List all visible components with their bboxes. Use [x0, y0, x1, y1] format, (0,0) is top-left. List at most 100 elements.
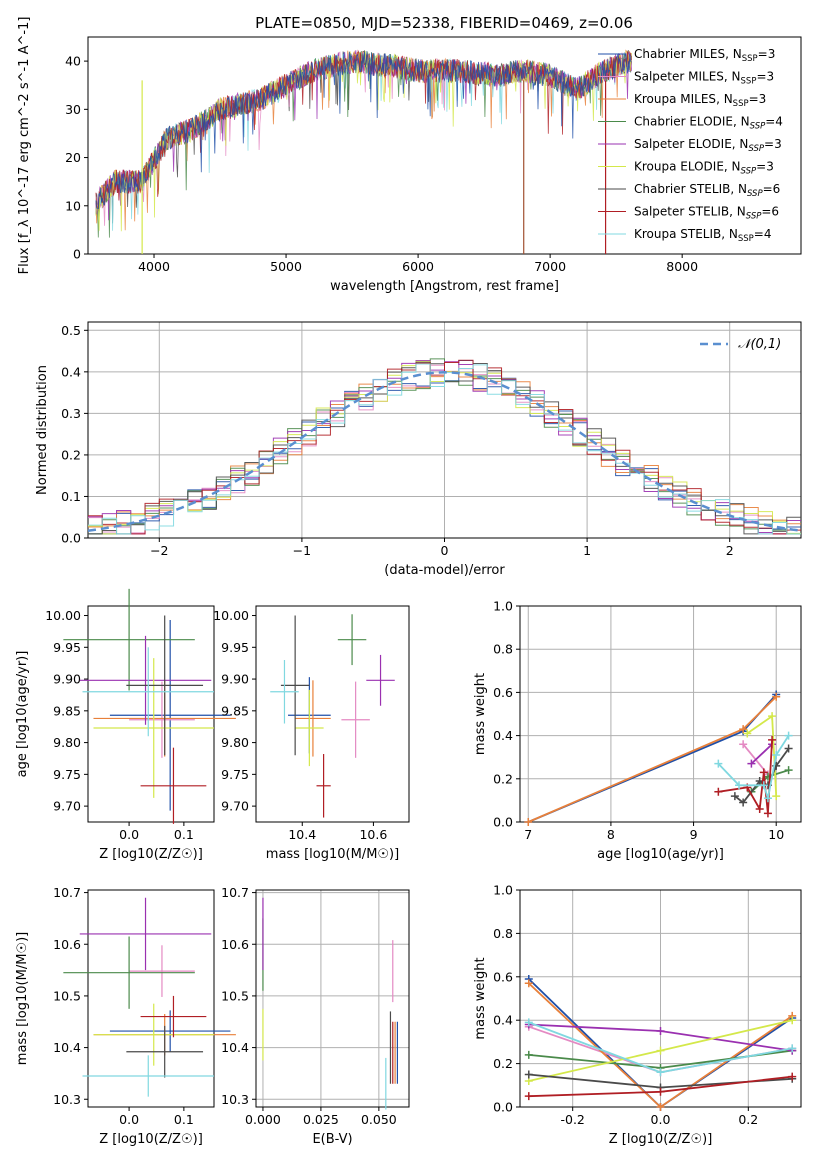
legend-nssp-prefix: , N: [725, 47, 742, 61]
legend-subscript: SSP: [750, 122, 766, 132]
series-8: [714, 731, 793, 803]
y-tick-label: 10.7: [221, 885, 249, 900]
data-point: [714, 759, 723, 768]
y-tick-label: 10.7: [53, 885, 81, 900]
x-tick-label: 8: [607, 827, 615, 842]
y-tick-label: 0.2: [493, 1056, 513, 1071]
legend-entry: Kroupa MILES, NSSP=3: [634, 92, 766, 109]
panel-residuals: −2 −1 0 1 2 0.0 0.1 0.2 0.3 0.4 0.5 (data-model)/er…: [35, 321, 802, 578]
y-tick-label: 10.5: [221, 988, 249, 1003]
data-point: [524, 1070, 533, 1079]
panel-age-vs-mass: 10.4 10.6 9.70 9.75 9.80 9.85 9.90 9.95 10.00 mas…: [213, 605, 410, 862]
errorbar-point: [126, 615, 204, 756]
series-line: [750, 743, 773, 765]
errorbar-point: [270, 660, 299, 724]
y-axis-label: mass [log10(M/M☉)]: [15, 932, 30, 1065]
series-line: [717, 735, 790, 799]
y-tick-label: 20: [65, 150, 81, 165]
data-point: [763, 809, 772, 818]
x-axis-label: age [log10(age/yr)]: [597, 847, 724, 862]
x-tick-label: 5000: [270, 259, 302, 274]
panel-age-vs-Z: 0.0 0.1 9.70 9.75 9.80 9.85 9.90 9.95 10.00 Z [lo…: [15, 588, 236, 862]
legend-entry: Kroupa ELODIE, NSSP=3: [634, 160, 774, 177]
x-tick-label: 6000: [402, 259, 434, 274]
x-tick-label: 10.4: [288, 827, 316, 842]
errorbar-point: [337, 614, 367, 666]
x-axis-label: Z [log10(Z/Z☉)]: [609, 1132, 713, 1147]
data-point: [763, 794, 772, 803]
x-tick-label: 10: [768, 827, 784, 842]
errorbar-point: [316, 754, 331, 818]
data-point: [759, 768, 768, 777]
data-point: [768, 735, 777, 744]
legend-nssp-prefix: , N: [733, 115, 750, 129]
legend-nssp: =3: [749, 92, 767, 106]
data-point: [524, 1050, 533, 1059]
y-axis-label: Normed distribution: [35, 365, 50, 495]
data-point: [772, 692, 781, 701]
errorbar-point: [129, 945, 195, 997]
x-axis-label: (data-model)/error: [384, 563, 505, 578]
data-point: [730, 792, 739, 801]
legend-model-name: Salpeter ELODIE: [634, 137, 732, 151]
plot-frame: [87, 605, 215, 823]
legend-model-name: Kroupa STELIB: [634, 227, 721, 241]
errorbar-point: [295, 689, 324, 767]
y-tick-label: 10.3: [53, 1092, 81, 1107]
series-line: [527, 693, 777, 823]
y-tick-label: 0: [73, 247, 81, 262]
legend-entry: Chabrier ELODIE, NSSP=4: [634, 115, 783, 132]
x-tick-label: 0.025: [303, 1112, 339, 1127]
y-tick-label: 10: [65, 198, 81, 213]
legend-entry: Salpeter MILES, NSSP=3: [634, 70, 774, 87]
y-axis-label: Flux [f_λ 10^-17 erg cm^-2 s^-1 A^-1]: [17, 17, 32, 275]
errorbar-point: [140, 995, 207, 1038]
legend-model-name: Kroupa MILES: [634, 92, 716, 106]
legend-entry: Chabrier STELIB, NSSP=6: [634, 182, 780, 199]
data-point: [714, 787, 723, 796]
y-tick-label: 0.6: [493, 685, 513, 700]
y-tick-label: 10.00: [213, 608, 249, 623]
y-tick-label: 10.4: [221, 1040, 249, 1055]
y-tick-label: 40: [65, 54, 81, 69]
y-tick-label: 9.70: [53, 799, 81, 814]
x-tick-label: 0.2: [738, 1112, 758, 1127]
y-tick-label: 0.6: [493, 969, 513, 984]
legend-nssp-prefix: , N: [721, 227, 738, 241]
y-tick-label: 0.0: [493, 815, 513, 830]
x-axis-label: E(B-V): [312, 1132, 352, 1147]
errorbar-point: [129, 681, 195, 758]
y-axis-label: age [log10(age/yr)]: [15, 651, 30, 778]
y-tick-label: 9.75: [53, 767, 81, 782]
y-tick-label: 10.6: [221, 937, 249, 952]
y-tick-label: 0.4: [493, 1013, 513, 1028]
errorbar-point: [79, 897, 212, 971]
histogram-step: [88, 360, 801, 535]
data-point: [784, 766, 793, 775]
legend-nssp-prefix: , N: [724, 70, 741, 84]
data-point: [784, 744, 793, 753]
y-tick-label: 9.85: [221, 703, 249, 718]
y-axis-label: mass weight: [473, 673, 488, 755]
x-tick-label: −2: [150, 543, 168, 558]
errorbar-point: [63, 588, 195, 691]
errorbar-point: [126, 1025, 204, 1078]
y-tick-label: 1.0: [493, 883, 513, 898]
data-point: [788, 1016, 797, 1025]
x-tick-label: 0.0: [651, 1112, 671, 1127]
series-line: [527, 696, 777, 823]
plot-frame: [87, 889, 215, 1108]
y-tick-label: 10.00: [45, 608, 81, 623]
data-point: [739, 740, 748, 749]
series-8: [524, 1018, 797, 1077]
legend-subscript: SSP: [742, 54, 758, 64]
legend-model-name: Chabrier MILES: [634, 47, 725, 61]
legend-subscript: SSP: [733, 99, 749, 109]
errorbar-point: [295, 680, 331, 757]
legend-subscript: SSP: [748, 144, 764, 154]
y-tick-label: 0.2: [493, 771, 513, 786]
x-tick-label: −1: [293, 543, 311, 558]
plot-frame: [255, 605, 410, 823]
y-tick-label: 0.5: [61, 323, 81, 338]
x-axis-label: wavelength [Angstrom, rest frame]: [330, 279, 559, 294]
